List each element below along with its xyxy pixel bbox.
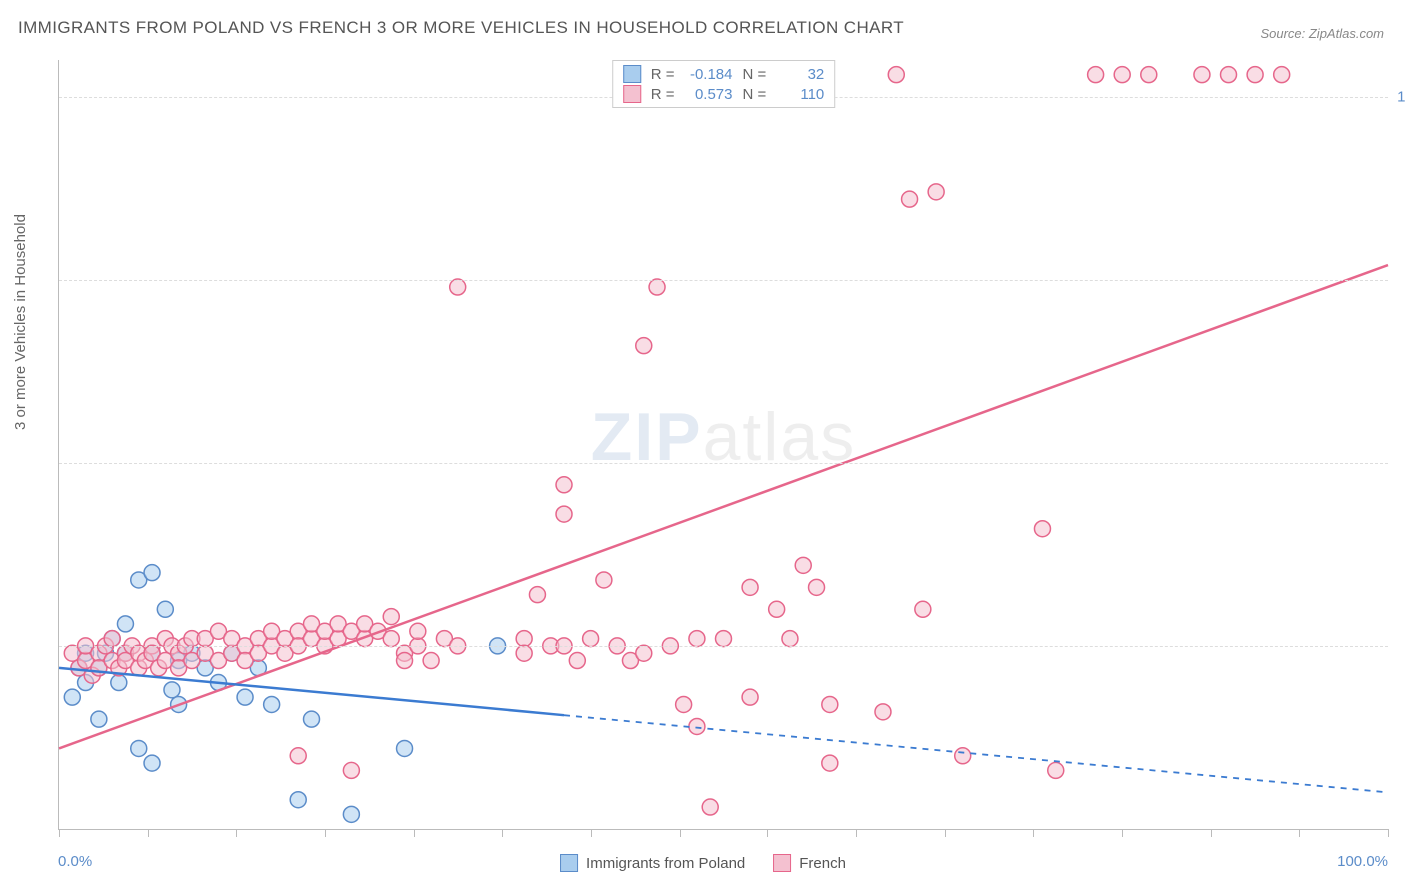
legend-label-french: French (799, 855, 846, 872)
scatter-point-b (689, 631, 705, 647)
trend-line-a (59, 668, 564, 715)
scatter-point-a (131, 740, 147, 756)
legend-label-poland: Immigrants from Poland (586, 855, 745, 872)
legend-item-poland: Immigrants from Poland (560, 854, 745, 872)
legend-swatch-french-icon (773, 854, 791, 872)
scatter-point-a (397, 740, 413, 756)
scatter-point-b (516, 631, 532, 647)
scatter-point-b (649, 279, 665, 295)
legend-n-prefix: N = (743, 66, 767, 83)
scatter-point-b (383, 631, 399, 647)
scatter-point-b (955, 748, 971, 764)
scatter-point-a (343, 806, 359, 822)
legend-swatch-french (623, 85, 641, 103)
trend-line-b (59, 265, 1388, 748)
chart-title: IMMIGRANTS FROM POLAND VS FRENCH 3 OR MO… (18, 18, 904, 38)
scatter-point-b (583, 631, 599, 647)
source-credit: Source: ZipAtlas.com (1260, 26, 1384, 41)
scatter-point-b (676, 696, 692, 712)
scatter-point-b (636, 645, 652, 661)
legend-n-prefix: N = (743, 86, 767, 103)
scatter-point-b (1141, 67, 1157, 83)
series-legend: Immigrants from Poland French (560, 854, 846, 872)
scatter-point-b (1088, 67, 1104, 83)
scatter-point-b (742, 689, 758, 705)
correlation-legend: R = -0.184 N = 32 R = 0.573 N = 110 (612, 60, 836, 108)
scatter-point-a (290, 792, 306, 808)
scatter-point-b (928, 184, 944, 200)
scatter-point-b (1034, 521, 1050, 537)
scatter-point-a (144, 565, 160, 581)
plot-area: ZIPatlas R = -0.184 N = 32 R = 0.573 N =… (58, 60, 1388, 830)
scatter-point-b (702, 799, 718, 815)
scatter-point-b (1247, 67, 1263, 83)
scatter-point-a (237, 689, 253, 705)
scatter-point-b (742, 579, 758, 595)
scatter-point-b (423, 653, 439, 669)
scatter-point-b (410, 623, 426, 639)
scatter-point-a (91, 711, 107, 727)
scatter-point-b (888, 67, 904, 83)
scatter-point-b (915, 601, 931, 617)
scatter-point-b (516, 645, 532, 661)
scatter-point-b (822, 696, 838, 712)
scatter-point-b (397, 653, 413, 669)
legend-swatch-poland (623, 65, 641, 83)
legend-item-french: French (773, 854, 846, 872)
legend-n-value-poland: 32 (776, 66, 824, 83)
scatter-point-b (1114, 67, 1130, 83)
scatter-point-b (689, 718, 705, 734)
scatter-point-b (795, 557, 811, 573)
legend-n-value-french: 110 (776, 86, 824, 103)
scatter-point-b (596, 572, 612, 588)
scatter-point-a (64, 689, 80, 705)
scatter-point-b (343, 762, 359, 778)
trend-line-a-extrapolated (564, 715, 1388, 792)
scatter-point-b (1048, 762, 1064, 778)
scatter-point-b (782, 631, 798, 647)
scatter-point-b (769, 601, 785, 617)
legend-r-value-poland: -0.184 (685, 66, 733, 83)
y-axis-label: 3 or more Vehicles in Household (12, 214, 29, 430)
scatter-point-b (902, 191, 918, 207)
scatter-point-b (556, 506, 572, 522)
chart-svg (59, 60, 1388, 829)
legend-row-french: R = 0.573 N = 110 (623, 85, 825, 103)
legend-r-prefix: R = (651, 86, 675, 103)
scatter-point-b (383, 609, 399, 625)
scatter-point-b (556, 477, 572, 493)
scatter-point-b (104, 631, 120, 647)
scatter-point-b (1221, 67, 1237, 83)
scatter-point-a (157, 601, 173, 617)
scatter-point-a (304, 711, 320, 727)
legend-r-value-french: 0.573 (685, 86, 733, 103)
scatter-point-b (529, 587, 545, 603)
legend-r-prefix: R = (651, 66, 675, 83)
scatter-point-b (809, 579, 825, 595)
scatter-point-b (1194, 67, 1210, 83)
scatter-point-a (144, 755, 160, 771)
scatter-point-b (569, 653, 585, 669)
scatter-point-a (117, 616, 133, 632)
scatter-point-b (875, 704, 891, 720)
scatter-point-a (164, 682, 180, 698)
scatter-point-b (1274, 67, 1290, 83)
x-axis-max-label: 100.0% (1337, 853, 1388, 870)
y-tick-label: 100.0% (1397, 88, 1406, 105)
scatter-point-b (822, 755, 838, 771)
scatter-point-b (450, 279, 466, 295)
scatter-point-b (716, 631, 732, 647)
x-axis-min-label: 0.0% (58, 853, 92, 870)
legend-swatch-poland-icon (560, 854, 578, 872)
scatter-point-a (111, 675, 127, 691)
legend-row-poland: R = -0.184 N = 32 (623, 65, 825, 83)
scatter-point-b (636, 338, 652, 354)
scatter-point-a (264, 696, 280, 712)
scatter-point-b (290, 748, 306, 764)
